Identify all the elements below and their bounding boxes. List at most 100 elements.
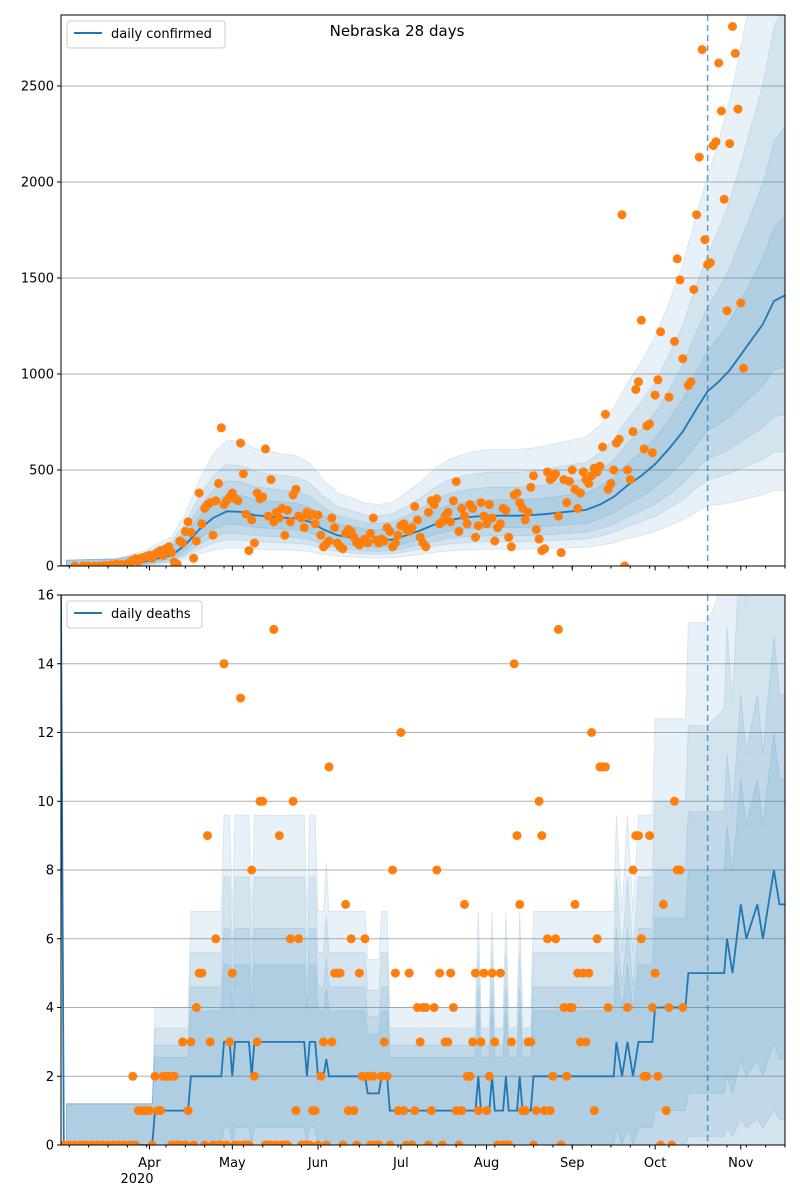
data-point bbox=[327, 513, 337, 523]
confirmed-points-layer bbox=[70, 22, 748, 566]
deaths-y-ticks: 0 2 4 6 8 10 12 14 16 bbox=[37, 589, 61, 1154]
y-tick-label: 8 bbox=[46, 864, 54, 879]
data-point bbox=[658, 899, 668, 909]
data-point bbox=[675, 865, 685, 875]
data-point bbox=[468, 1037, 478, 1047]
data-point bbox=[178, 1037, 188, 1047]
data-point bbox=[305, 1140, 315, 1145]
legend-box bbox=[66, 20, 226, 49]
data-point bbox=[647, 1003, 657, 1012]
data-point bbox=[495, 519, 505, 529]
data-point bbox=[614, 434, 624, 444]
uncertainty-band bbox=[66, 636, 785, 1145]
data-point bbox=[169, 1071, 179, 1081]
data-point bbox=[656, 1140, 666, 1145]
data-point bbox=[156, 1106, 165, 1116]
data-point bbox=[244, 1140, 254, 1145]
data-point bbox=[214, 478, 223, 488]
data-point bbox=[189, 553, 199, 563]
confirmed-panel: 0 500 1000 1500 2000 2500 Nebraska 28 days da… bbox=[21, 14, 786, 575]
data-point bbox=[473, 521, 483, 531]
data-point bbox=[603, 1003, 613, 1012]
data-point bbox=[471, 968, 480, 978]
data-point bbox=[468, 503, 478, 513]
data-point bbox=[443, 507, 453, 517]
data-point bbox=[399, 1106, 409, 1116]
data-point bbox=[484, 1071, 494, 1081]
data-point bbox=[291, 1106, 301, 1116]
data-point bbox=[628, 865, 638, 875]
data-point bbox=[390, 538, 400, 548]
data-point bbox=[714, 58, 724, 68]
data-point bbox=[183, 517, 193, 527]
data-point bbox=[479, 968, 489, 978]
data-point bbox=[520, 1106, 530, 1116]
data-point bbox=[545, 1106, 555, 1116]
data-point bbox=[327, 1037, 337, 1047]
data-point bbox=[661, 1106, 671, 1116]
data-point bbox=[725, 139, 735, 149]
legend-box-deaths bbox=[66, 600, 203, 629]
data-point bbox=[435, 968, 445, 978]
data-point bbox=[150, 1071, 160, 1081]
data-point bbox=[506, 542, 516, 552]
data-point bbox=[686, 377, 696, 387]
uncertainty-band bbox=[66, 15, 785, 566]
data-point bbox=[664, 1003, 674, 1012]
uncertainty-band bbox=[66, 15, 785, 566]
y-tick-label: 14 bbox=[37, 657, 54, 672]
y-tick-label: 12 bbox=[37, 726, 54, 741]
data-point bbox=[283, 505, 293, 515]
data-point bbox=[529, 471, 538, 481]
data-point bbox=[653, 1071, 663, 1081]
data-point bbox=[694, 152, 704, 162]
data-point bbox=[443, 1037, 453, 1047]
data-point bbox=[249, 538, 259, 548]
data-point bbox=[249, 1071, 259, 1081]
data-point bbox=[346, 934, 356, 944]
data-point bbox=[258, 492, 268, 502]
data-point bbox=[600, 762, 610, 772]
confirmed-y-ticks: 0 500 1000 1500 2000 2500 bbox=[21, 80, 61, 575]
data-point bbox=[360, 934, 370, 944]
data-point bbox=[415, 1037, 425, 1047]
data-point bbox=[446, 517, 456, 527]
data-point bbox=[584, 968, 594, 978]
data-point bbox=[299, 523, 309, 533]
data-point bbox=[313, 510, 323, 520]
data-point bbox=[236, 693, 246, 703]
data-point bbox=[460, 899, 469, 909]
data-point bbox=[363, 538, 373, 548]
data-point bbox=[186, 1037, 196, 1047]
data-point bbox=[705, 258, 715, 268]
data-point bbox=[266, 475, 276, 485]
confirmed-x-ticks bbox=[68, 566, 786, 571]
x-year-label: 2020 bbox=[120, 1172, 153, 1187]
deaths-points-layer bbox=[61, 624, 688, 1145]
data-point bbox=[697, 45, 707, 55]
data-point bbox=[526, 482, 536, 492]
data-point bbox=[390, 968, 400, 978]
data-point bbox=[178, 538, 188, 548]
data-point bbox=[653, 375, 663, 385]
data-point bbox=[338, 1140, 348, 1145]
data-point bbox=[645, 419, 655, 429]
data-point bbox=[421, 1003, 431, 1012]
data-point bbox=[280, 530, 290, 540]
data-point bbox=[462, 519, 472, 529]
data-point bbox=[191, 1003, 201, 1012]
data-point bbox=[647, 448, 657, 458]
data-point bbox=[520, 515, 530, 525]
data-point bbox=[512, 831, 522, 841]
data-point bbox=[448, 496, 458, 506]
data-point bbox=[183, 1106, 193, 1116]
data-point bbox=[200, 1140, 210, 1145]
data-point bbox=[410, 502, 420, 511]
data-point bbox=[393, 530, 403, 540]
data-point bbox=[216, 423, 226, 433]
data-point bbox=[310, 1106, 320, 1116]
data-point bbox=[222, 1140, 232, 1145]
y-tick-label: 2000 bbox=[21, 176, 54, 191]
data-point bbox=[330, 523, 340, 533]
data-point bbox=[382, 1071, 392, 1081]
